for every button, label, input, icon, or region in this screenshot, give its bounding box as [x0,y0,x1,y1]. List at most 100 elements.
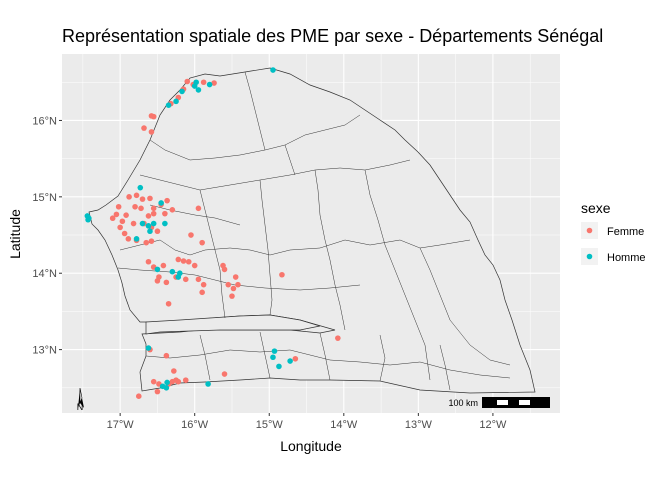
point-femme [154,228,161,235]
point-femme [171,368,177,374]
point-femme [154,278,161,284]
department-boundary [314,169,346,331]
x-axis-ticks: 17°W 16°W 15°W 14°W 13°W 12°W [107,413,507,431]
point-homme [276,363,282,370]
point-femme [232,274,239,280]
point-homme [205,381,211,387]
legend-label-femme: Femme [607,226,644,238]
point-femme [185,258,192,265]
point-femme [235,281,241,288]
y-tick-label: 16°N [32,115,57,127]
department-boundary [139,159,411,191]
department-boundary [117,267,361,291]
y-axis-title: Latitude [7,209,23,259]
point-femme [163,352,170,359]
point-femme [182,377,189,383]
point-femme [221,266,228,273]
x-tick-label: 17°W [107,419,135,431]
point-femme [135,393,142,399]
department-boundary [379,334,386,382]
department-boundary [149,204,241,226]
point-homme [287,358,293,364]
point-homme [179,88,185,95]
point-femme [160,262,167,269]
point-femme [150,210,157,217]
map-title: Représentation spatiale des PME par sexe… [62,26,603,46]
point-femme [165,300,172,307]
point-femme [200,281,207,288]
point-homme [159,383,166,390]
point-femme [162,210,168,217]
point-femme [211,80,217,86]
point-femme [150,378,157,385]
point-homme [271,348,278,354]
point-femme [292,355,299,362]
point-femme [148,113,155,119]
y-tick-label: 15°N [32,192,57,204]
y-tick-label: 14°N [32,268,57,280]
point-femme [113,211,120,218]
department-boundary [284,144,296,176]
point-homme [154,266,161,273]
department-boundary [199,189,226,319]
department-boundary [119,239,471,256]
department-boundary [259,179,273,316]
point-femme [147,195,153,202]
legend-marker-femme [586,227,593,234]
point-femme [133,192,140,199]
point-femme [130,220,137,227]
point-femme [145,258,152,265]
north-arrow-label: N [77,402,84,412]
point-femme [184,78,191,85]
point-homme [147,228,153,235]
point-femme [132,203,138,210]
legend-label-homme: Homme [607,252,646,264]
department-boundary [199,334,211,381]
point-femme [182,276,189,283]
point-femme [109,215,116,222]
point-femme [164,197,170,204]
x-tick-label: 13°W [405,419,433,431]
department-boundary [419,247,511,366]
department-boundary [439,344,451,391]
point-femme [188,232,194,238]
north-arrow: N [77,387,84,412]
point-homme [133,236,140,242]
department-boundary [259,331,271,379]
point-homme [169,268,176,275]
point-femme [169,207,176,213]
point-femme [335,335,341,341]
point-femme [200,79,207,86]
gambia-notch [145,314,321,335]
point-homme [150,220,157,227]
senegal-departments-map [88,67,536,394]
point-homme [176,270,183,277]
point-femme [141,125,147,131]
scale-bar-segment [519,400,530,405]
point-femme [229,293,235,299]
point-femme [138,205,144,212]
department-boundary [364,169,431,381]
point-homme [195,87,202,93]
point-femme [119,218,126,225]
scale-bar-label: 100 km [448,398,478,408]
department-boundaries [117,71,511,391]
point-femme [221,371,228,377]
point-femme [163,279,170,286]
scale-bar: 100 km [448,397,550,408]
point-femme [123,212,129,218]
point-femme [115,203,122,210]
point-femme [191,262,198,269]
point-femme [121,230,128,237]
point-homme [270,354,276,361]
point-femme [175,378,182,385]
point-femme [148,238,155,244]
point-femme [154,388,161,395]
x-tick-label: 15°W [256,419,284,431]
scale-bar-frame [482,397,550,408]
department-boundary [319,332,331,381]
legend: sexe Femme Homme [581,200,646,265]
point-homme [158,200,164,206]
y-tick-label: 13°N [32,345,57,357]
point-femme [125,236,132,242]
